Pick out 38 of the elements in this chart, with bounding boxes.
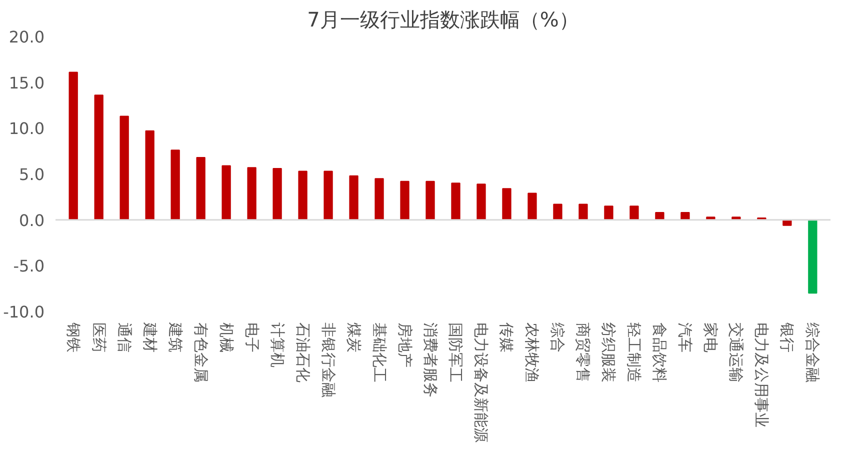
x-tick-label: 石油石化 [294,322,312,382]
x-tick-label: 房地产 [396,322,414,368]
x-tick-label: 银行 [778,322,796,352]
x-tick-label: 综合金融 [804,322,822,382]
x-tick-label: 消费者服务 [421,322,440,398]
x-tick-label: 有色金属 [192,322,210,382]
x-tick-label: 交通运输 [727,322,746,382]
y-tick-label: 0.0 [19,210,45,230]
x-tick-label: 基础化工 [370,322,388,382]
x-tick-label: 综合 [548,322,567,352]
y-tick-label: -10.0 [3,302,45,322]
x-tick-label: 家电 [702,322,720,352]
x-tick-label: 非银行金融 [319,322,338,398]
x-tick-label: 医药 [90,322,108,352]
x-tick-label: 钢铁 [64,322,82,352]
x-tick-label: 电力及公用事业 [752,322,771,428]
y-tick-label: 5.0 [19,165,45,184]
x-tick-label: 农林牧渔 [523,322,542,382]
x-tick-label: 通信 [115,322,134,352]
x-tick-label: 电子 [242,322,261,352]
x-tick-label: 商贸零售 [574,322,592,382]
x-tick-label: 食品饮料 [650,322,669,382]
x-tick-label: 机械 [217,322,236,352]
chart-title: 7月一级行业指数涨跌幅（%） [307,8,579,32]
y-tick-label: 20.0 [8,28,44,46]
x-tick-label: 国防军工 [446,322,465,382]
x-tick-label: 建筑 [166,322,184,352]
x-tick-label: 煤炭 [344,322,363,352]
x-tick-label: 传媒 [498,322,516,352]
x-tick-label: 纺织服装 [600,322,618,382]
x-tick-label: 计算机 [268,322,286,368]
x-tick-label: 电力设备及新能源 [472,322,490,442]
x-tick-label: 轻工制造 [625,322,644,382]
y-tick-label: -5.0 [13,256,44,276]
y-tick-label: 10.0 [8,119,44,138]
x-tick-label: 建材 [140,322,159,352]
x-tick-label: 汽车 [676,322,694,352]
y-tick-label: 15.0 [8,73,44,92]
